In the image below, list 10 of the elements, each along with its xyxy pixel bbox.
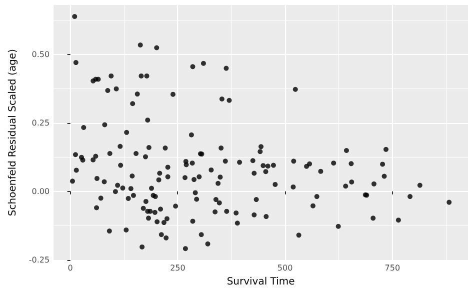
x-tick-label: 500 (277, 264, 293, 273)
y-axis-title: Schoenfeld Residual Scaled (age) (8, 48, 18, 216)
x-tick-label: 750 (384, 264, 400, 273)
x-axis-title: Survival Time (226, 276, 295, 288)
y-tick-label: -0.25 (28, 255, 50, 264)
x-tick-label: 0 (68, 264, 73, 273)
x-tick-label: 250 (170, 264, 186, 273)
y-tick-label: 0.50 (32, 50, 50, 59)
y-tick-label: 0.25 (32, 118, 50, 128)
y-tick-label: 0.00 (32, 186, 50, 196)
